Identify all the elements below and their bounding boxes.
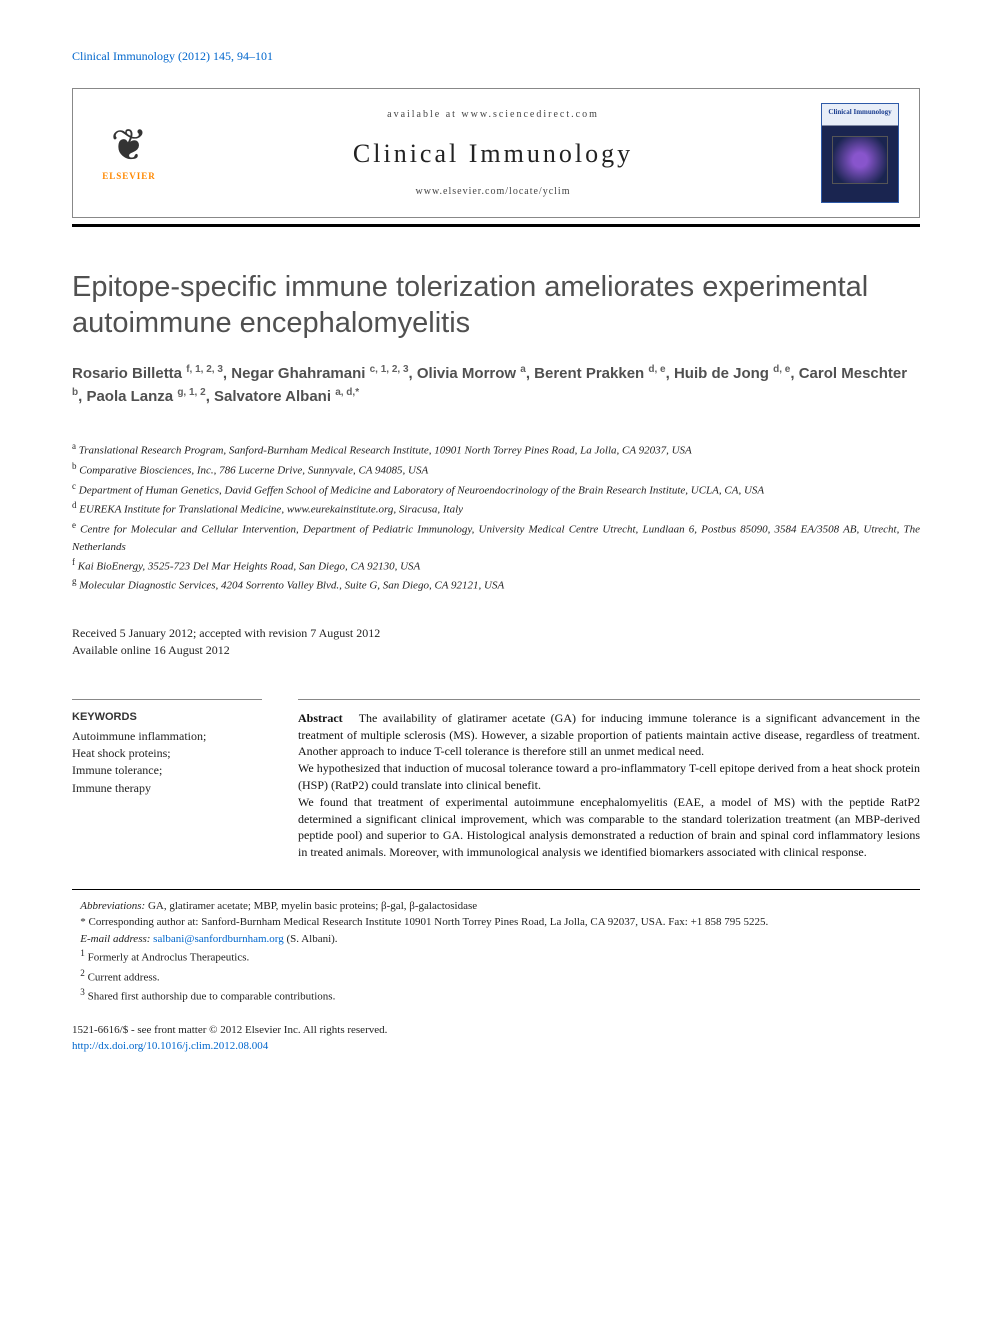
cover-image-icon: [832, 136, 888, 184]
author: Rosario Billetta f, 1, 2, 3: [72, 365, 223, 382]
cover-title: Clinical Immunology: [822, 104, 898, 117]
article-title: Epitope-specific immune tolerization ame…: [72, 269, 920, 342]
article-dates: Received 5 January 2012; accepted with r…: [72, 625, 920, 659]
keywords-column: KEYWORDS Autoimmune inflammation;Heat sh…: [72, 699, 262, 861]
journal-name: Clinical Immunology: [185, 136, 801, 171]
author: Huib de Jong d, e: [674, 365, 790, 382]
header-center: available at www.sciencedirect.com Clini…: [185, 108, 801, 198]
journal-header: ❦ ELSEVIER available at www.sciencedirec…: [72, 88, 920, 227]
affiliation: a Translational Research Program, Sanfor…: [72, 440, 920, 460]
author: Negar Ghahramani c, 1, 2, 3: [231, 365, 408, 382]
keywords-list: Autoimmune inflammation;Heat shock prote…: [72, 728, 262, 798]
publisher-name: ELSEVIER: [102, 170, 156, 182]
abstract-label: Abstract: [298, 711, 343, 725]
publisher-logo: ❦ ELSEVIER: [93, 113, 165, 193]
doi-link[interactable]: http://dx.doi.org/10.1016/j.clim.2012.08…: [72, 1040, 268, 1052]
author-list: Rosario Billetta f, 1, 2, 3, Negar Ghahr…: [72, 362, 920, 409]
keywords-abstract-row: KEYWORDS Autoimmune inflammation;Heat sh…: [72, 699, 920, 861]
email-line: E-mail address: salbani@sanfordburnham.o…: [72, 931, 920, 948]
abstract-p2: We hypothesized that induction of mucosa…: [298, 761, 920, 792]
author: Berent Prakken d, e: [534, 365, 665, 382]
footnote-2: 2 Current address.: [72, 967, 920, 986]
copyright-block: 1521-6616/$ - see front matter © 2012 El…: [72, 1023, 920, 1055]
received-date: Received 5 January 2012; accepted with r…: [72, 625, 920, 642]
abbrev-label: Abbreviations:: [80, 900, 145, 912]
citation-line: Clinical Immunology (2012) 145, 94–101: [72, 48, 920, 64]
author: Paola Lanza g, 1, 2: [86, 388, 205, 405]
affiliation: g Molecular Diagnostic Services, 4204 So…: [72, 575, 920, 595]
abstract-p1: The availability of glatiramer acetate (…: [298, 711, 920, 759]
copyright-line: 1521-6616/$ - see front matter © 2012 El…: [72, 1023, 920, 1039]
abbreviations: Abbreviations: GA, glatiramer acetate; M…: [72, 898, 920, 915]
affiliation: b Comparative Biosciences, Inc., 786 Luc…: [72, 460, 920, 480]
online-date: Available online 16 August 2012: [72, 642, 920, 659]
footnotes: Abbreviations: GA, glatiramer acetate; M…: [72, 889, 920, 1005]
affiliation: f Kai BioEnergy, 3525-723 Del Mar Height…: [72, 556, 920, 576]
abstract-p3: We found that treatment of experimental …: [298, 795, 920, 859]
journal-cover-thumbnail: Clinical Immunology: [821, 103, 899, 203]
email-link[interactable]: salbani@sanfordburnham.org: [153, 933, 284, 945]
author: Salvatore Albani a, d,*: [214, 388, 359, 405]
keywords-heading: KEYWORDS: [72, 710, 262, 725]
affiliation: c Department of Human Genetics, David Ge…: [72, 480, 920, 500]
footnote-3: 3 Shared first authorship due to compara…: [72, 986, 920, 1005]
abstract-column: Abstract The availability of glatiramer …: [298, 699, 920, 861]
affiliations: a Translational Research Program, Sanfor…: [72, 440, 920, 595]
email-suffix: (S. Albani).: [287, 933, 338, 945]
elsevier-tree-icon: ❦: [111, 124, 148, 168]
header-inner: ❦ ELSEVIER available at www.sciencedirec…: [72, 88, 920, 218]
affiliation: e Centre for Molecular and Cellular Inte…: [72, 519, 920, 556]
author: Olivia Morrow a: [417, 365, 526, 382]
footnote-1: 1 Formerly at Androclus Therapeutics.: [72, 947, 920, 966]
email-label: E-mail address:: [80, 933, 150, 945]
corresponding-author: * Corresponding author at: Sanford-Burnh…: [72, 914, 920, 931]
journal-url: www.elsevier.com/locate/yclim: [185, 185, 801, 199]
affiliation: d EUREKA Institute for Translational Med…: [72, 499, 920, 519]
available-at: available at www.sciencedirect.com: [185, 108, 801, 122]
abbrev-text: GA, glatiramer acetate; MBP, myelin basi…: [148, 900, 477, 912]
